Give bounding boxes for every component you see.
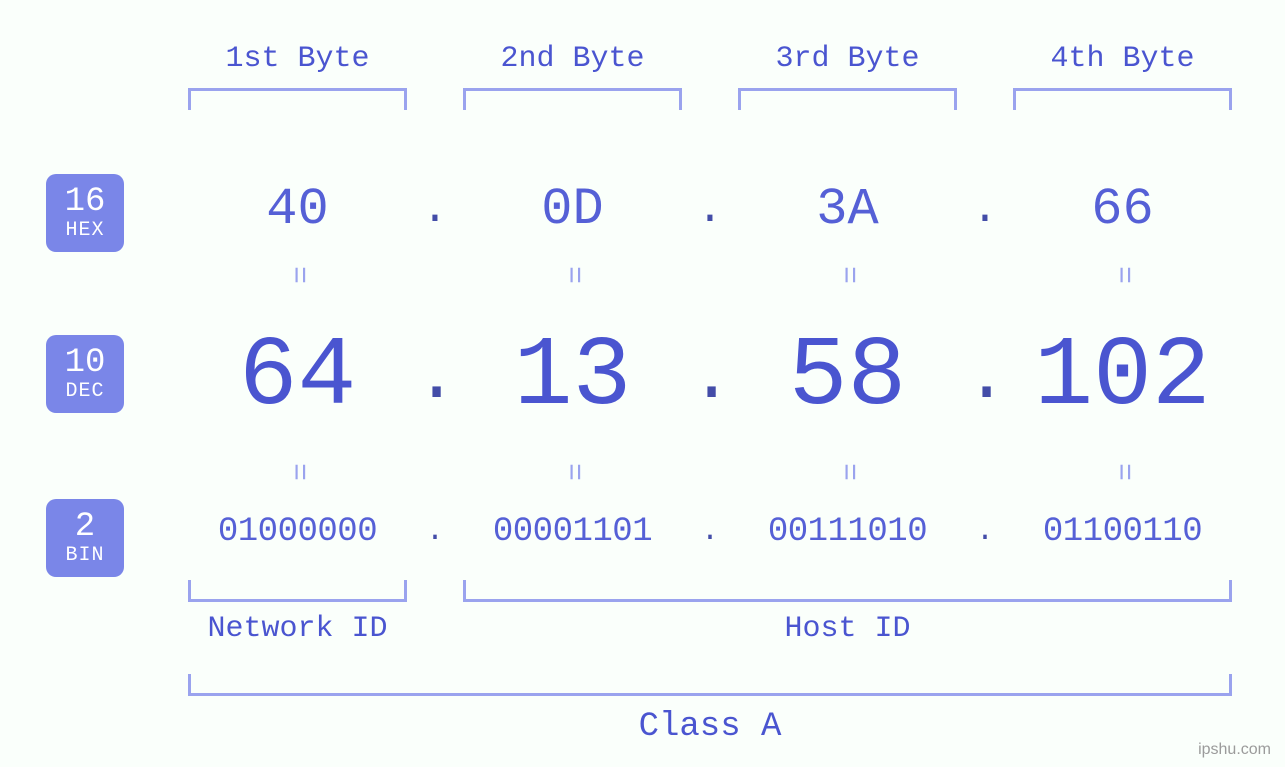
equals-icon: = (1106, 355, 1140, 590)
equals-icon: = (281, 355, 315, 590)
dot-separator: . (415, 185, 455, 235)
bracket-icon (463, 580, 1232, 602)
equals-row-1: = = = = (180, 258, 1240, 292)
badge-base-label: BIN (65, 545, 104, 566)
dot-separator: . (415, 337, 455, 419)
byte-header-label: 2nd Byte (500, 42, 644, 76)
bin-row: 01000000 . 00001101 . 00111010 . 0110011… (180, 513, 1240, 551)
equals-row-2: = = = = (180, 455, 1240, 489)
dot-separator: . (690, 515, 730, 549)
dot-separator: . (690, 185, 730, 235)
badge-base-number: 10 (65, 346, 106, 382)
byte-header-3: 3rd Byte (730, 42, 965, 110)
bin-byte-3: 00111010 (730, 513, 965, 551)
dot-separator: . (415, 515, 455, 549)
host-id-label: Host ID (455, 612, 1240, 646)
bracket-icon (188, 580, 407, 602)
id-bracket-row: Network ID Host ID (180, 580, 1240, 646)
bracket-icon (1013, 88, 1232, 110)
byte-header-label: 4th Byte (1050, 42, 1194, 76)
byte-header-label: 3rd Byte (775, 42, 919, 76)
bin-badge: 2 BIN (46, 499, 124, 577)
equals-icon: = (556, 355, 590, 590)
byte-header-1: 1st Byte (180, 42, 415, 110)
network-id-bracket: Network ID (180, 580, 415, 646)
bracket-icon (463, 88, 682, 110)
network-id-label: Network ID (180, 612, 415, 646)
equals-icon: = (831, 355, 865, 590)
badge-base-label: HEX (65, 220, 104, 241)
dec-badge: 10 DEC (46, 335, 124, 413)
hex-row: 40 . 0D . 3A . 66 (180, 180, 1240, 239)
bracket-icon (188, 88, 407, 110)
byte-header-row: 1st Byte 2nd Byte 3rd Byte 4th Byte (180, 42, 1240, 110)
dot-separator: . (965, 337, 1005, 419)
bin-byte-1: 01000000 (180, 513, 415, 551)
watermark: ipshu.com (1198, 741, 1271, 759)
bin-byte-4: 01100110 (1005, 513, 1240, 551)
class-label: Class A (180, 708, 1240, 746)
byte-header-4: 4th Byte (1005, 42, 1240, 110)
byte-header-label: 1st Byte (225, 42, 369, 76)
badge-base-number: 16 (65, 185, 106, 221)
dot-separator: . (965, 515, 1005, 549)
bracket-icon (188, 674, 1232, 696)
dot-separator: . (965, 185, 1005, 235)
badge-base-label: DEC (65, 381, 104, 402)
bin-byte-2: 00001101 (455, 513, 690, 551)
host-id-bracket: Host ID (455, 580, 1240, 646)
class-bracket: Class A (180, 674, 1240, 746)
badge-base-number: 2 (75, 510, 95, 546)
dec-row: 64 . 13 . 58 . 102 (180, 322, 1240, 433)
bracket-icon (738, 88, 957, 110)
byte-header-2: 2nd Byte (455, 42, 690, 110)
hex-badge: 16 HEX (46, 174, 124, 252)
dot-separator: . (690, 337, 730, 419)
